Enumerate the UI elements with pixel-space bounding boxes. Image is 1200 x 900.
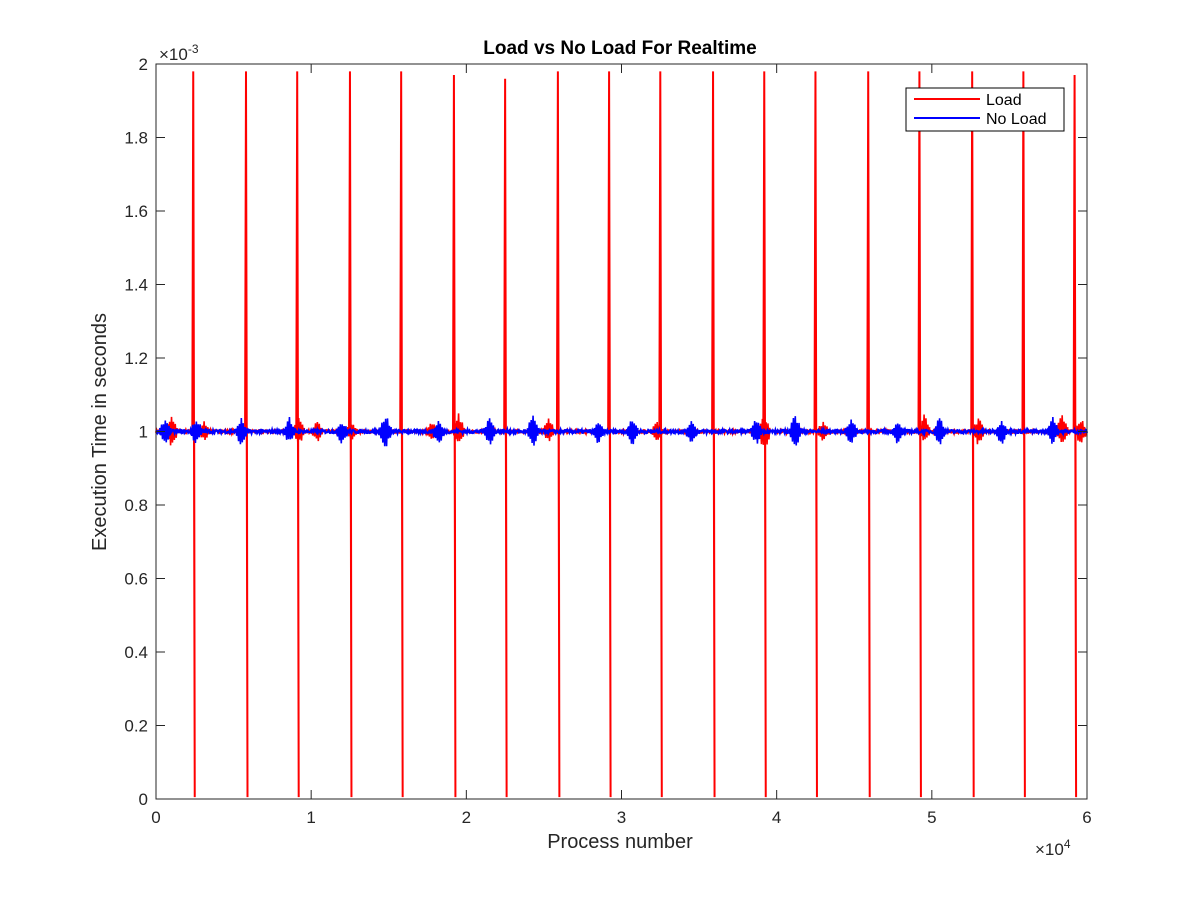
spike: [503, 78, 508, 798]
x-tick-label: 0: [151, 808, 160, 827]
spike: [295, 71, 300, 798]
noise-burst: [816, 421, 830, 441]
spike: [762, 71, 767, 798]
spike: [1072, 75, 1078, 798]
y-tick-label: 0.6: [124, 570, 148, 589]
x-tick-label: 3: [617, 808, 626, 827]
x-axis-label: Process number: [547, 831, 693, 853]
noise-burst: [432, 420, 445, 443]
x-tick-label: 1: [306, 808, 315, 827]
y-tick-label: 0.2: [124, 717, 148, 736]
noise-burst: [844, 419, 858, 443]
y-tick-label: 0.4: [124, 643, 148, 662]
chart-title: Load vs No Load For Realtime: [483, 38, 756, 59]
y-tick-label: 1.8: [124, 129, 148, 148]
legend-label-load: Load: [986, 92, 1022, 109]
noise-burst: [591, 423, 605, 443]
noise-burst: [234, 417, 248, 445]
y-tick-label: 1.4: [124, 276, 148, 295]
x-tick-label: 2: [462, 808, 471, 827]
x-tick-label: 4: [772, 808, 781, 827]
noise-burst: [625, 421, 639, 445]
spike: [1021, 71, 1026, 798]
x-tick-label: 6: [1082, 808, 1091, 827]
spike: [917, 71, 922, 798]
noise-burst: [158, 420, 172, 443]
noise-burst: [933, 418, 946, 445]
y-tick-label: 1: [139, 423, 148, 442]
x-axis-ticks: 0 1 2 3 4 5 6: [151, 64, 1092, 827]
y-axis-ticks: 0 0.2 0.4 0.6 0.8 1 1.2 1.4 1.6 1.8 2: [124, 55, 1087, 809]
x-multiplier-exp: 4: [1064, 837, 1071, 851]
y-tick-label: 1.6: [124, 202, 148, 221]
y-tick-label: 0.8: [124, 496, 148, 515]
spike: [399, 71, 404, 798]
noise-burst: [750, 420, 763, 444]
noise-burst: [1074, 420, 1088, 443]
series-no-load: [155, 415, 1089, 447]
noise-burst: [788, 416, 802, 446]
noise-burst: [189, 421, 203, 443]
series-line: [155, 425, 1089, 438]
legend-box: [905, 87, 1065, 132]
x-tick-label: 5: [927, 808, 936, 827]
noise-burst: [310, 422, 324, 442]
noise-burst: [1046, 417, 1060, 444]
spike: [658, 71, 663, 798]
spike: [970, 71, 975, 798]
noise-burst: [891, 423, 905, 444]
noise-burst: [1055, 415, 1069, 443]
noise-burst: [283, 416, 296, 440]
y-tick-label: 1.2: [124, 349, 148, 368]
noise-burst: [542, 418, 555, 442]
y-axis-label: Execution Time in seconds: [89, 313, 111, 551]
y-tick-label: 0: [139, 790, 148, 809]
plot-area: [154, 71, 1089, 798]
y-multiplier-base: ×10: [159, 45, 188, 64]
noise-burst: [526, 415, 540, 446]
y-multiplier-exp: -3: [188, 42, 199, 56]
noise-burst: [684, 421, 698, 442]
x-axis-multiplier: ×104: [1035, 837, 1071, 859]
noise-burst: [995, 420, 1009, 444]
noise-burst: [379, 418, 393, 447]
noise-burst: [483, 418, 496, 445]
spike: [866, 71, 871, 798]
y-tick-label: 2: [139, 55, 148, 74]
x-multiplier-base: ×10: [1035, 840, 1064, 859]
y-axis-multiplier: ×10-3: [159, 42, 199, 64]
spike: [348, 71, 353, 798]
noise-burst: [335, 424, 349, 444]
spike: [451, 75, 457, 798]
legend: Load No Load: [905, 87, 1065, 132]
legend-label-no-load: No Load: [986, 111, 1047, 128]
noise-burst: [972, 418, 985, 445]
spike: [813, 71, 818, 798]
spike: [711, 71, 716, 798]
